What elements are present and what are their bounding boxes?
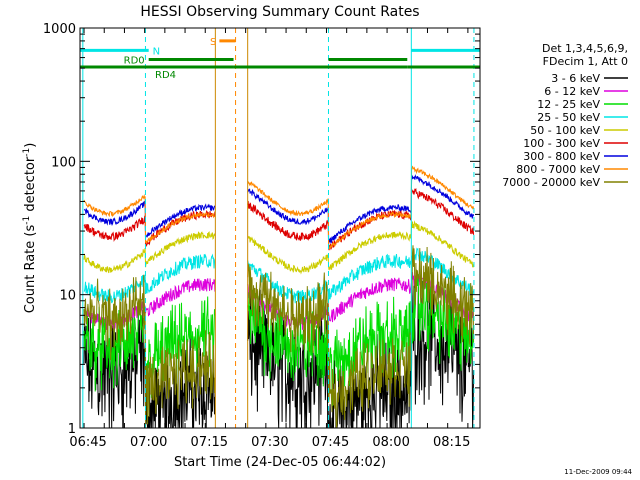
series-7000-20000-kev-group (83, 245, 475, 429)
legend: Det 1,3,4,5,6,9, FDecim 1, Att 0 3 - 6 k… (502, 42, 628, 189)
series-line (83, 274, 216, 429)
axes: 1 10 100 1000 06:45 07:00 07:15 07:30 07:45 08:00… (43, 22, 481, 450)
series-300-800-kev-group (83, 173, 475, 244)
legend-entry-label: 25 - 50 keV (537, 111, 600, 124)
y-tick-label: 1000 (43, 22, 76, 37)
legend-entry-label: 3 - 6 keV (551, 72, 600, 85)
series-line (83, 193, 216, 244)
series-line (247, 173, 475, 244)
flag-label-rd0: RD0 (124, 56, 145, 67)
vertical-markers (82, 28, 475, 428)
legend-entry-label: 800 - 7000 keV (516, 163, 600, 176)
x-tick-label: 08:00 (372, 435, 409, 450)
plot-frame (79, 27, 481, 429)
x-tick-label: 07:30 (251, 435, 288, 450)
x-tick-label: 06:45 (69, 435, 106, 450)
legend-entry-label: 50 - 100 keV (530, 124, 600, 137)
x-tick-label: 08:15 (433, 435, 470, 450)
legend-entry-label: 6 - 12 keV (544, 85, 600, 98)
x-tick-label: 07:00 (130, 435, 167, 450)
series-line (247, 247, 474, 304)
series-line (247, 220, 475, 275)
legend-header-line: FDecim 1, Att 0 (543, 55, 628, 68)
series-800-7000-kev-group (83, 165, 475, 250)
legend-entry-label: 7000 - 20000 keV (502, 176, 600, 189)
legend-entry-label: 100 - 300 keV (523, 137, 600, 150)
series-line (83, 200, 216, 238)
x-axis-label: Start Time (24-Dec-05 06:44:02) (174, 455, 386, 470)
chart-title: HESSI Observing Summary Count Rates (140, 4, 419, 20)
flag-label-s: S (210, 37, 216, 48)
flag-label-rd4: RD4 (155, 70, 176, 81)
series-line (83, 209, 216, 247)
legend-entry-label: 300 - 800 keV (523, 150, 600, 163)
y-axis-label: Count Rate (s-1 detector-1) (22, 143, 38, 314)
series-line (83, 231, 216, 274)
series-line (83, 253, 216, 304)
y-tick-label: 100 (51, 155, 76, 170)
flag-bars: N RD0 RD4 S (80, 37, 480, 81)
plot-area (83, 165, 475, 429)
generation-timestamp: 11-Dec-2009 09:44 (564, 468, 632, 476)
series-25-50-kev-group (83, 247, 474, 304)
x-tick-label: 07:45 (312, 435, 349, 450)
legend-entry-label: 12 - 25 keV (537, 98, 600, 111)
series-line (247, 272, 475, 330)
series-50-100-kev-group (83, 220, 475, 275)
flag-label-n: N (153, 46, 160, 57)
y-tick-label: 10 (59, 289, 76, 304)
y-tick-label: 1 (68, 422, 76, 437)
x-tick-label: 07:15 (191, 435, 228, 450)
legend-header-line: Det 1,3,4,5,6,9, (542, 42, 628, 55)
series-100-300-kev-group (83, 187, 475, 251)
series-line (247, 165, 475, 250)
series-line (247, 245, 475, 429)
